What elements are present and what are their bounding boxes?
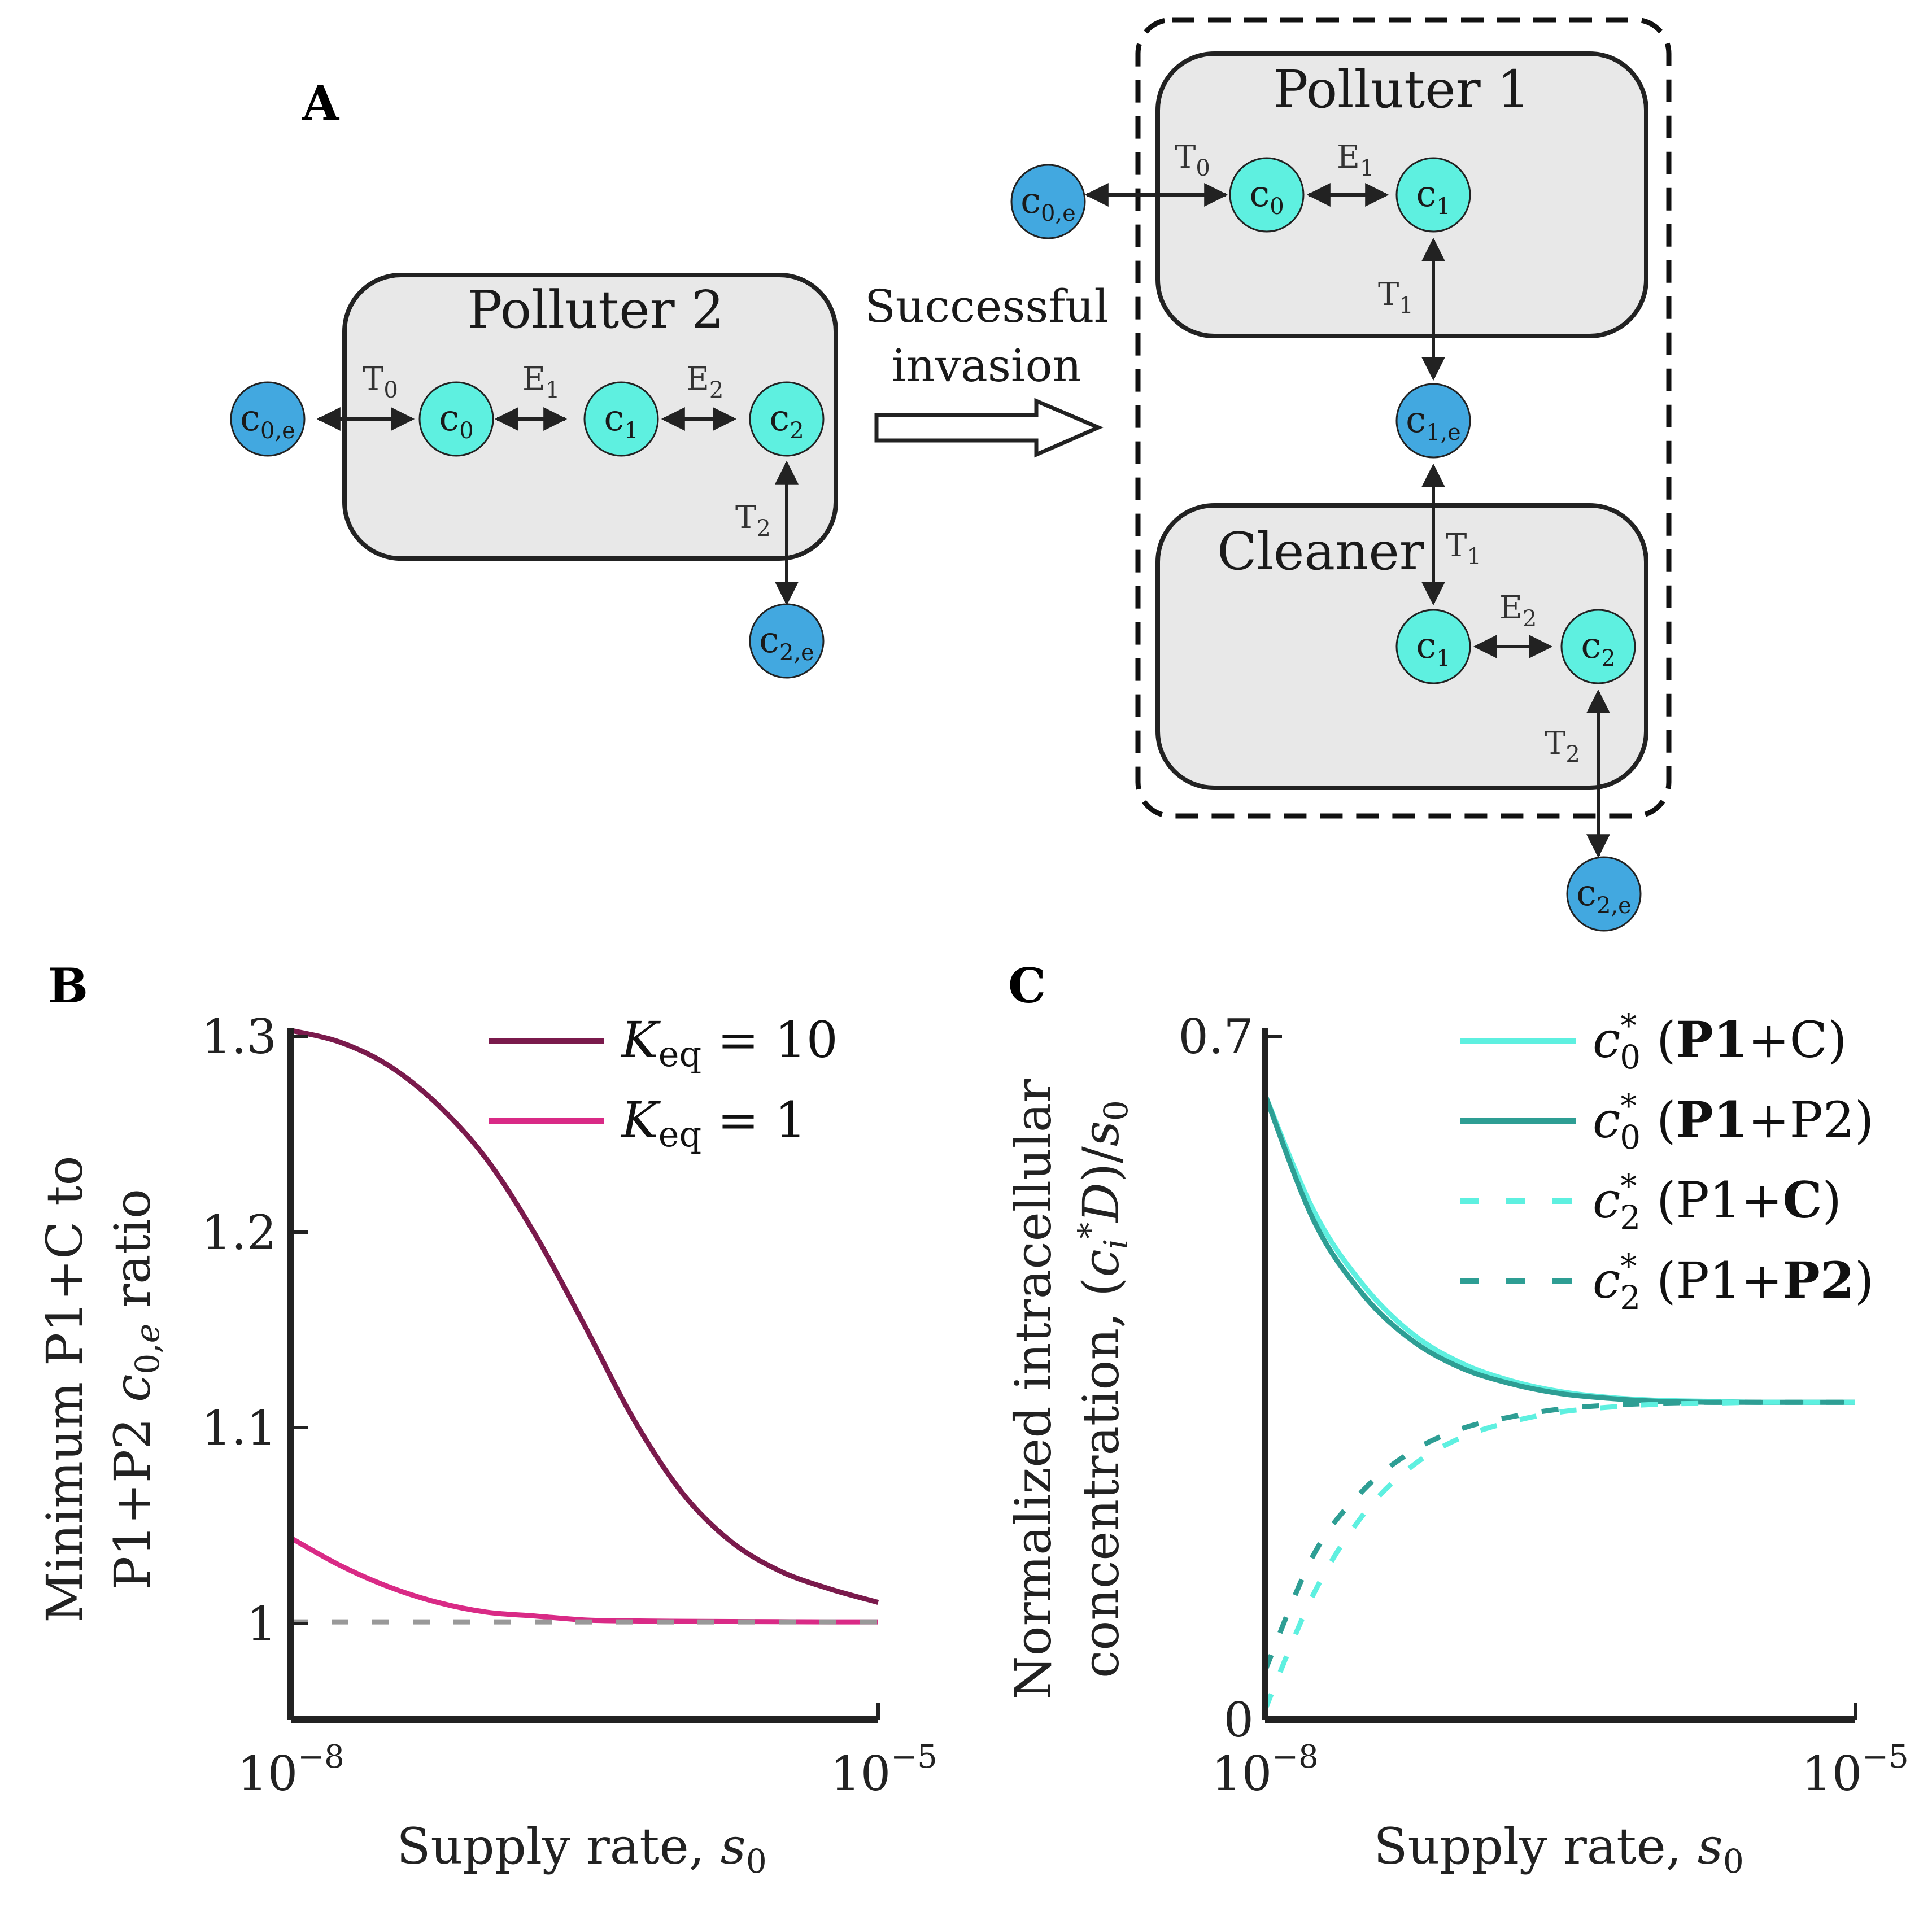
panel-b-xtick-label-left: 10−8 bbox=[237, 1739, 344, 1801]
p2-node-c0 bbox=[418, 381, 494, 457]
community-dashed-box bbox=[1135, 17, 1672, 819]
panel-b-ylabel: Minimum P1+C to P1+P2 c0,e ratio bbox=[36, 1155, 167, 1622]
cl-node-c1 bbox=[1395, 609, 1471, 684]
polluter1-group: Polluter 1 T0 E1 T1 c0,e c0 c1 bbox=[1010, 51, 1648, 381]
legend-label-keq10: Keq = 10 bbox=[620, 1011, 838, 1075]
panel-b-series bbox=[289, 1028, 879, 1625]
p1-node-c1 bbox=[1395, 157, 1471, 233]
panel-c-letter: C bbox=[1008, 958, 1046, 1014]
cl-node-c2e bbox=[1566, 856, 1642, 932]
panel-c-ylabel-line2: concentration, (ci*D)/s0 bbox=[1071, 1100, 1135, 1678]
panel-b-ytick-label-1.3: 1.3 bbox=[201, 1009, 277, 1064]
legend-label-keq1: Keq = 1 bbox=[620, 1091, 806, 1155]
panel-b-ylabel-line2: P1+P2 c0,e ratio bbox=[103, 1189, 167, 1590]
invasion-arrow-icon bbox=[874, 398, 1104, 458]
panel-a: A Polluter 2 T0 E1 E2 T2 c0,e c0 c1 c2 c… bbox=[230, 17, 1672, 932]
cl-node-c2 bbox=[1560, 609, 1636, 684]
panel-c-series-line-2 bbox=[1262, 1399, 1855, 1711]
panel-c-ytick-label-0.7: 0.7 bbox=[1178, 1009, 1254, 1064]
cl-edge-t1-label: T1 bbox=[1446, 527, 1481, 570]
panel-b-ytick-label-1.1: 1.1 bbox=[201, 1400, 277, 1456]
panel-b-legend: Keq = 10 Keq = 1 bbox=[489, 1011, 838, 1155]
panel-b-ytick-label-1: 1 bbox=[247, 1596, 277, 1652]
panel-b-ytick-label-1.2: 1.2 bbox=[201, 1205, 277, 1260]
panel-a-letter: A bbox=[302, 75, 340, 131]
p2-node-c2e bbox=[749, 603, 825, 679]
invasion-label-line1: Successful bbox=[865, 280, 1109, 333]
shared-node-c1e bbox=[1395, 383, 1471, 459]
p2-node-c0e bbox=[230, 381, 306, 457]
invasion-label-line2: invasion bbox=[892, 339, 1081, 392]
polluter1-title: Polluter 1 bbox=[1274, 59, 1530, 120]
panel-c-series-line-3 bbox=[1262, 1399, 1855, 1672]
panel-c-xlabel: Supply rate, s0 bbox=[1373, 1817, 1743, 1880]
p2-node-c2 bbox=[749, 381, 825, 457]
polluter2-title: Polluter 2 bbox=[468, 280, 725, 340]
panel-c: C 0.7 0 10−8 10−5 Supply rate, s0 Normal… bbox=[1004, 958, 1909, 1880]
p1-node-c0 bbox=[1229, 157, 1305, 233]
panel-b-letter: B bbox=[48, 958, 88, 1014]
panel-b-xlabel: Supply rate, s0 bbox=[396, 1817, 766, 1880]
p2-node-c0e-label: c0,e bbox=[240, 398, 295, 444]
panel-c-ylabel-line1: Normalized intracellular bbox=[1004, 1079, 1062, 1700]
legend-label-c0-p1c: c* 0 (P1+C) bbox=[1593, 1006, 1847, 1076]
cleaner-group: Cleaner T1 E2 T2 c1 c2 c2,e bbox=[1155, 463, 1648, 932]
legend-label-c2-p1c: c* 2 (P1+C) bbox=[1593, 1167, 1842, 1237]
cl-node-c2-label: c2 bbox=[1581, 625, 1615, 671]
panel-c-ylabel: Normalized intracellular concentration, … bbox=[1004, 1079, 1135, 1700]
panel-c-ytick-label-0: 0 bbox=[1224, 1692, 1254, 1748]
panel-b-series-line-0 bbox=[290, 1028, 879, 1605]
cleaner-title: Cleaner bbox=[1217, 521, 1424, 582]
panel-b-xtick-label-right: 10−5 bbox=[830, 1739, 937, 1801]
p2-node-c1 bbox=[583, 381, 659, 457]
p1-node-c0e bbox=[1010, 164, 1086, 239]
panel-c-xtick-label-right: 10−5 bbox=[1802, 1739, 1908, 1801]
panel-b-series-line-1 bbox=[289, 1535, 879, 1625]
panel-c-series bbox=[1262, 1093, 1855, 1711]
panel-c-xtick-label-left: 10−8 bbox=[1211, 1739, 1318, 1801]
invasion-group: Successful invasion bbox=[865, 280, 1109, 458]
panel-c-legend: c* 0 (P1+C) c* 0 (P1+P2) c* 2 (P1+C) c* 2 (P… bbox=[1460, 1006, 1874, 1317]
legend-label-c0-p1p2: c* 0 (P1+P2) bbox=[1593, 1086, 1874, 1157]
polluter2-group: Polluter 2 T0 E1 E2 T2 c0,e c0 c1 c2 c2,… bbox=[230, 273, 838, 679]
panel-b-ylabel-line1: Minimum P1+C to bbox=[36, 1155, 94, 1622]
legend-label-c2-p1p2: c* 2 (P1+P2) bbox=[1593, 1247, 1874, 1317]
panel-b: B 1.3 1.2 1.1 1 10−8 10−5 Supply rate, s… bbox=[36, 958, 937, 1880]
